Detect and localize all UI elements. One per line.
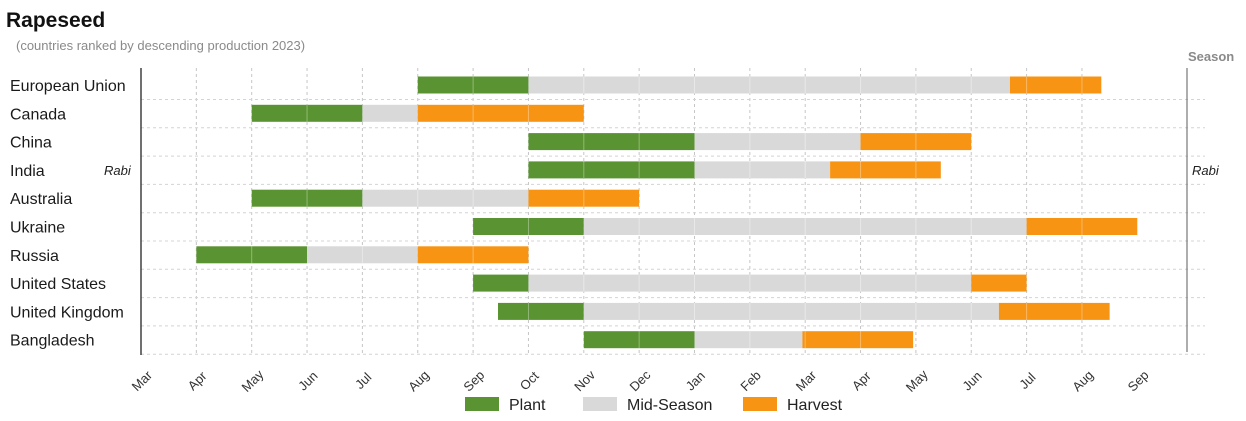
bar-mid xyxy=(528,76,1010,94)
country-label: India xyxy=(10,163,45,180)
bar-plant xyxy=(196,246,308,264)
bar-plant xyxy=(528,133,695,151)
country-label: United Kingdom xyxy=(10,304,124,321)
x-tick-label: May xyxy=(239,366,267,394)
bar-harvest xyxy=(528,189,640,207)
x-tick-label: Aug xyxy=(405,367,432,394)
bar-plant xyxy=(473,218,584,235)
country-label: Ukraine xyxy=(10,220,65,237)
season-header: Season xyxy=(1188,49,1234,64)
bar-mid xyxy=(694,331,803,349)
x-tick-label: Apr xyxy=(849,368,874,393)
bar-harvest xyxy=(860,133,972,151)
chart-subtitle: (countries ranked by descending producti… xyxy=(16,38,305,53)
chart-title: Rapeseed xyxy=(6,9,105,32)
x-tick-label: Sep xyxy=(460,367,487,394)
x-tick-label: Jun xyxy=(295,368,320,393)
x-tick-label: Mar xyxy=(129,367,156,394)
x-tick-label: Dec xyxy=(626,367,653,394)
country-label: Australia xyxy=(10,191,72,208)
x-tick-label: May xyxy=(903,366,931,394)
bar-mid xyxy=(362,104,418,122)
country-label: European Union xyxy=(10,78,126,95)
season-label-left: Rabi xyxy=(104,163,132,178)
country-label: United States xyxy=(10,276,106,293)
bar-plant xyxy=(583,331,695,349)
bars xyxy=(196,76,1138,349)
bar-plant xyxy=(251,104,363,122)
country-label: Canada xyxy=(10,106,66,123)
country-label: Russia xyxy=(10,248,59,265)
legend-swatch-mid xyxy=(583,397,617,411)
x-tick-label: Feb xyxy=(737,368,763,394)
bar-plant xyxy=(473,274,529,292)
legend-swatch-harvest xyxy=(743,397,777,411)
x-tick-label: Sep xyxy=(1125,367,1152,394)
x-tick-label: Jun xyxy=(959,368,984,393)
bar-harvest xyxy=(830,161,941,179)
x-tick-label: Apr xyxy=(185,368,210,393)
x-tick-label: Nov xyxy=(571,367,598,394)
bar-harvest xyxy=(802,331,914,349)
country-label: Bangladesh xyxy=(10,333,95,350)
bar-harvest xyxy=(417,246,529,264)
legend-label-mid: Mid-Season xyxy=(627,397,712,414)
bar-mid xyxy=(362,189,529,207)
bar-mid xyxy=(583,302,999,320)
bar-harvest xyxy=(1026,218,1138,235)
country-labels: European Union Canada China India Australia U… xyxy=(10,78,126,350)
x-tick-label: Mar xyxy=(793,367,820,394)
bar-harvest xyxy=(998,302,1110,320)
bar-plant xyxy=(251,189,363,207)
legend-swatch-plant xyxy=(465,397,499,411)
x-tick-labels: Mar Apr May Jun Jul Aug Sep Oct Nov Dec Jan Feb Mar A… xyxy=(129,366,1152,394)
legend-label-plant: Plant xyxy=(509,397,546,414)
bar-plant xyxy=(528,161,695,179)
bar-plant xyxy=(498,302,584,320)
season-label-right: Rabi xyxy=(1192,163,1220,178)
bar-mid xyxy=(694,133,861,151)
bar-mid xyxy=(694,161,831,179)
x-tick-label: Oct xyxy=(517,368,542,393)
bar-plant xyxy=(417,76,529,94)
legend: Plant Mid-Season Harvest xyxy=(465,397,843,414)
x-tick-label: Aug xyxy=(1069,367,1096,394)
x-tick-label: Jul xyxy=(1016,370,1038,392)
bar-harvest xyxy=(1009,76,1102,94)
legend-label-harvest: Harvest xyxy=(787,397,843,414)
grid-lines xyxy=(140,68,1205,355)
x-tick-label: Jan xyxy=(683,368,708,393)
bar-harvest xyxy=(971,274,1027,292)
country-label: China xyxy=(10,135,52,152)
bar-harvest xyxy=(417,104,584,122)
x-tick-label: Jul xyxy=(352,370,374,392)
